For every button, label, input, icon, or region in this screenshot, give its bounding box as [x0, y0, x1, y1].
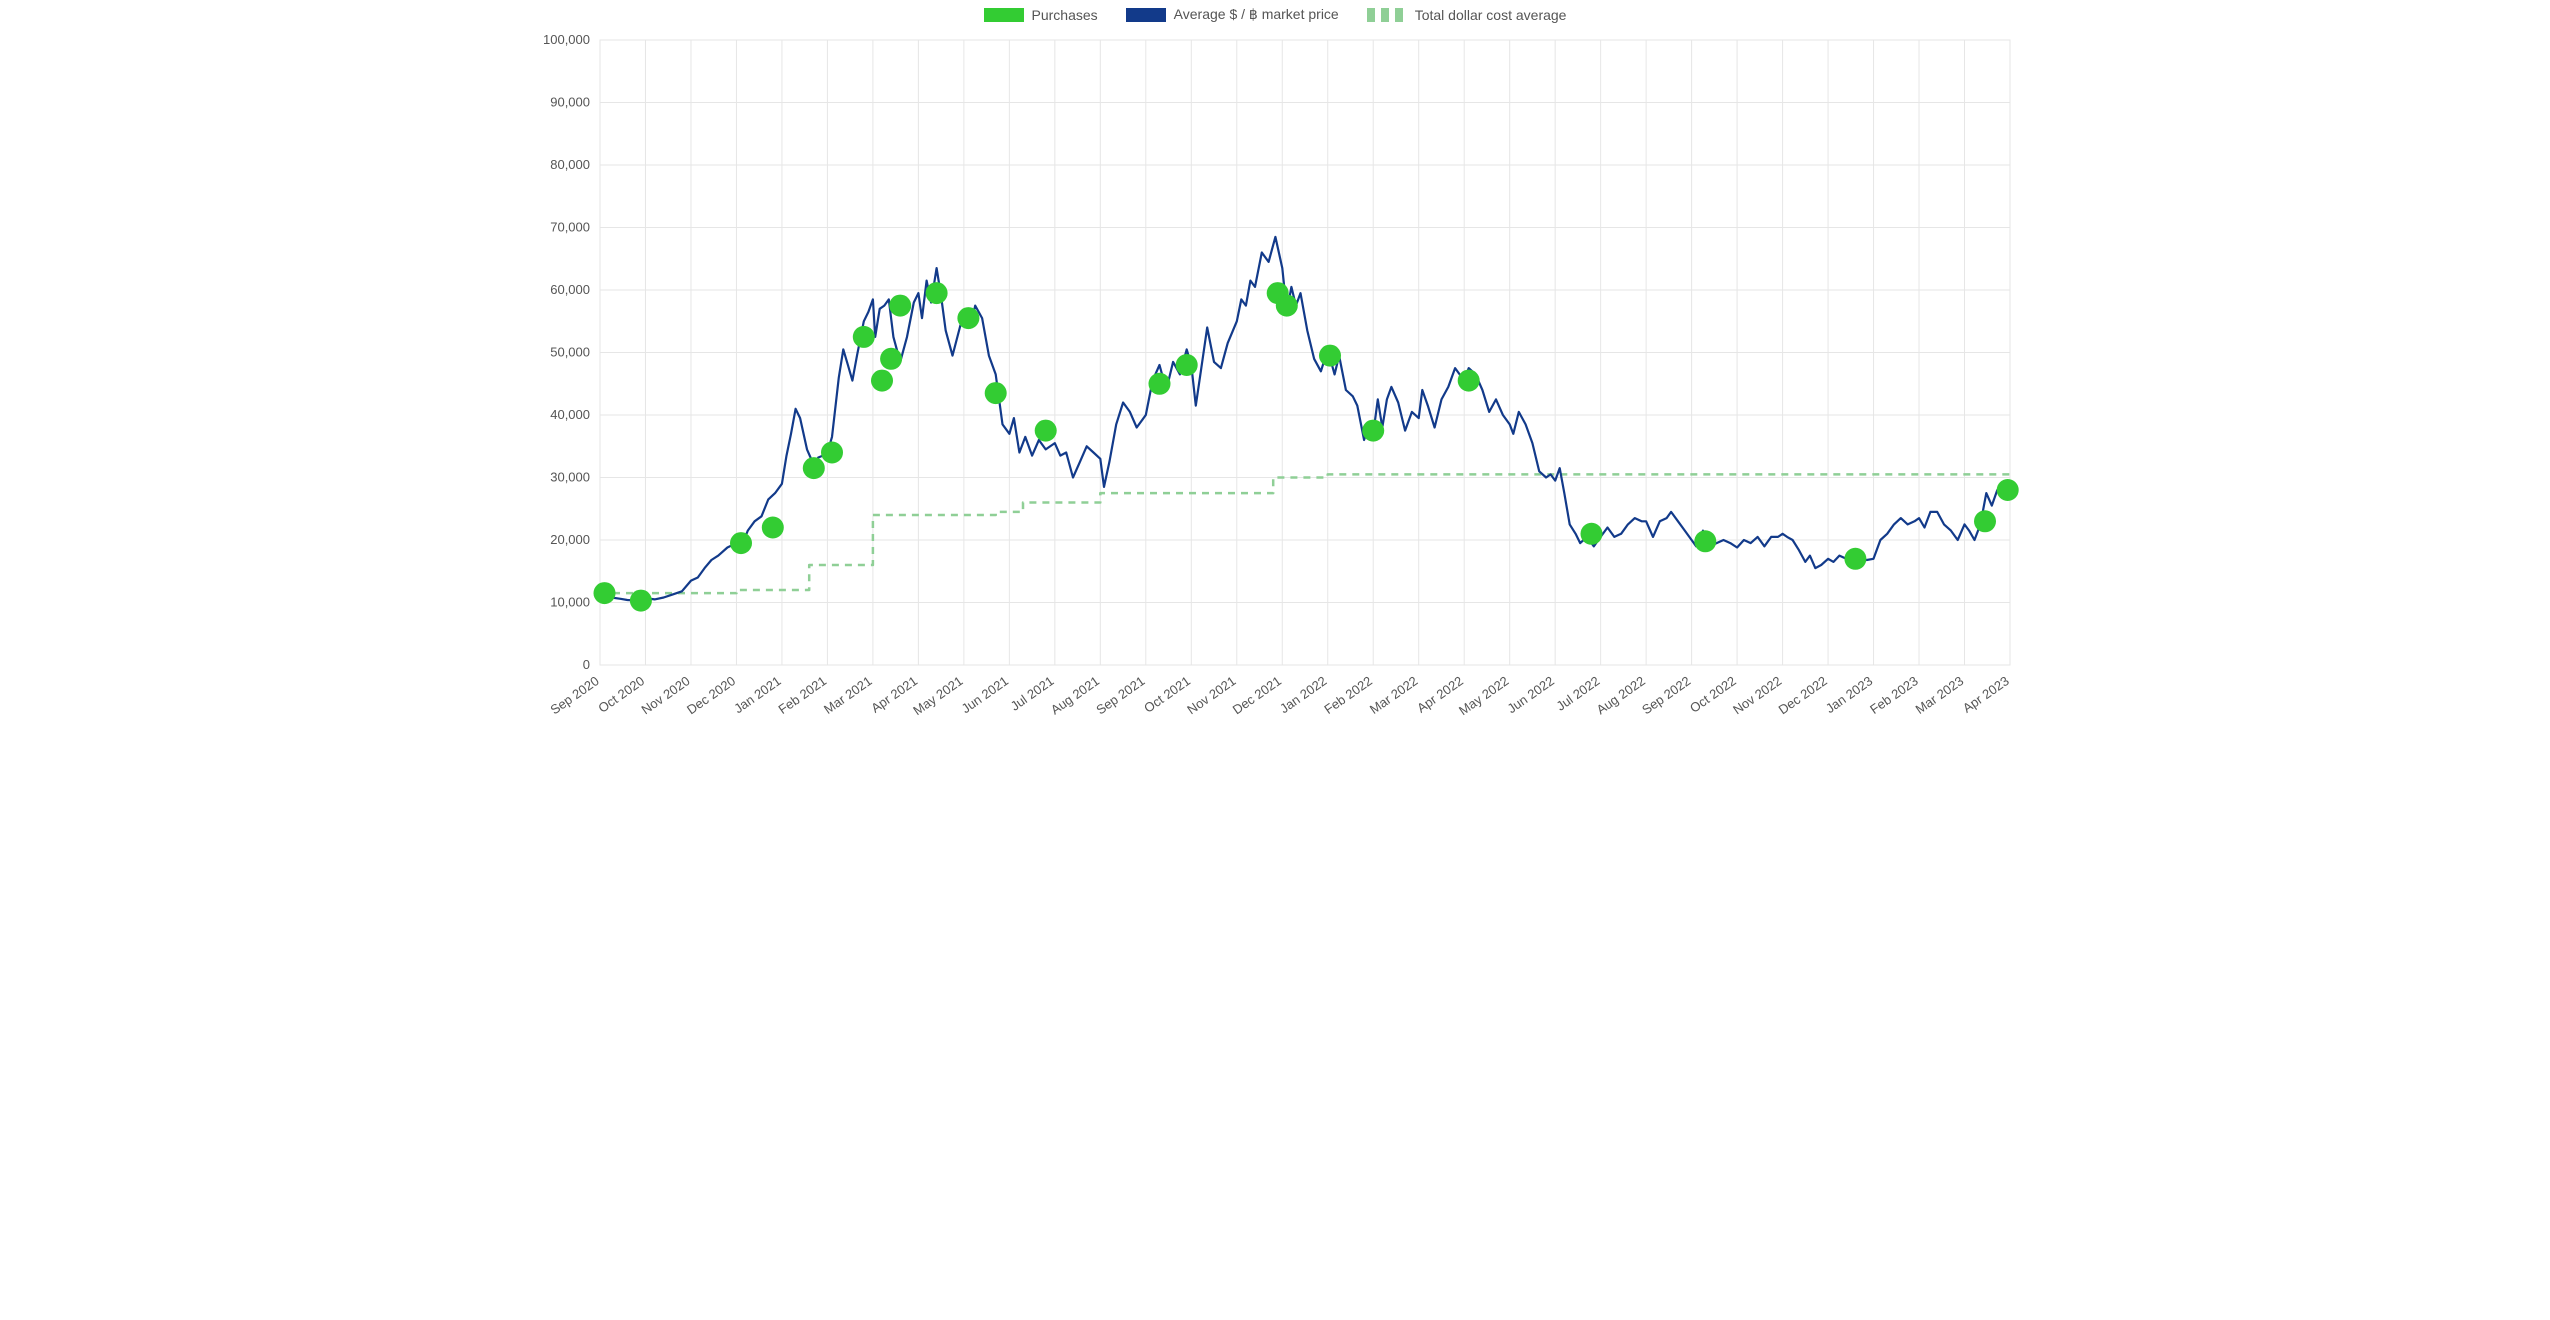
purchase-marker: [1319, 345, 1341, 367]
purchase-marker: [1844, 548, 1866, 570]
y-tick-label: 90,000: [550, 95, 590, 110]
chart-svg: 0 10,000 20,000 30,000 40,000 50,000 60,000 70,…: [510, 0, 2040, 770]
purchase-marker: [803, 457, 825, 479]
y-tick-label: 30,000: [550, 470, 590, 485]
purchase-marker: [594, 582, 616, 604]
purchase-marker: [957, 307, 979, 329]
purchase-marker: [1458, 370, 1480, 392]
purchase-marker: [985, 382, 1007, 404]
purchase-marker: [730, 532, 752, 554]
purchase-marker: [762, 517, 784, 539]
y-tick-label: 10,000: [550, 595, 590, 610]
y-tick-label: 50,000: [550, 345, 590, 360]
y-tick-label: 70,000: [550, 220, 590, 235]
purchase-marker: [821, 442, 843, 464]
y-tick-label: 80,000: [550, 157, 590, 172]
purchase-marker: [1974, 510, 1996, 532]
price-chart: PurchasesAverage $ / ฿ market priceTotal…: [510, 0, 2040, 770]
purchase-marker: [1581, 523, 1603, 545]
purchase-marker: [1997, 479, 2019, 501]
purchase-marker: [630, 590, 652, 612]
purchase-marker: [926, 282, 948, 304]
purchase-marker: [1176, 354, 1198, 376]
y-tick-label: 100,000: [543, 32, 590, 47]
purchase-marker: [1035, 420, 1057, 442]
purchase-marker: [1149, 373, 1171, 395]
purchase-marker: [880, 348, 902, 370]
purchase-marker: [1276, 295, 1298, 317]
y-tick-label: 0: [583, 657, 590, 672]
purchase-marker: [1694, 530, 1716, 552]
y-tick-label: 20,000: [550, 532, 590, 547]
y-tick-label: 60,000: [550, 282, 590, 297]
purchase-marker: [889, 295, 911, 317]
purchase-marker: [1362, 420, 1384, 442]
y-tick-label: 40,000: [550, 407, 590, 422]
purchase-marker: [871, 370, 893, 392]
purchase-marker: [853, 326, 875, 348]
